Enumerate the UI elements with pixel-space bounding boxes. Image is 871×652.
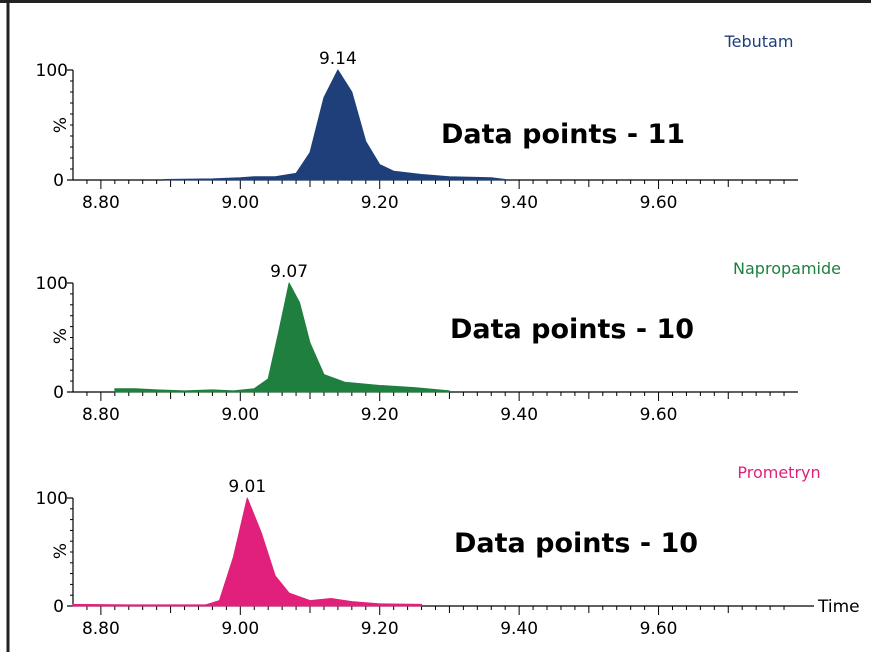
series-title: Napropamide — [733, 259, 841, 278]
peak-retention-label: 9.07 — [270, 262, 308, 282]
data-points-annotation: Data points - 10 — [454, 528, 698, 559]
chromatogram-panel-tebutam: Tebutam 100 0% 8.80 9.00 9.20 9.40 9.60 9.14 Data… — [36, 32, 798, 213]
y-axis-label: % — [51, 117, 71, 133]
x-tick-label: 9.00 — [221, 405, 259, 425]
y-tick-label-0: 0 — [53, 597, 64, 617]
x-tick-label: 9.20 — [361, 193, 399, 213]
y-tick-label-100: 100 — [36, 489, 68, 509]
peak-retention-label: 9.01 — [228, 477, 266, 497]
x-tick-label: 8.80 — [82, 405, 120, 425]
chromatogram-panel-napropamide: Napropamide 100 0% 8.80 9.00 9.20 9.40 9.60 9.07… — [36, 259, 841, 425]
x-tick-label: 9.60 — [640, 193, 678, 213]
x-tick-label: 9.20 — [361, 405, 399, 425]
y-tick-label-0: 0 — [53, 171, 64, 191]
x-tick-label: 9.60 — [640, 619, 678, 639]
x-tick-label: 9.20 — [361, 619, 399, 639]
series-title: Tebutam — [724, 32, 794, 51]
x-tick-label: 8.80 — [82, 193, 120, 213]
x-tick-label: 9.60 — [640, 405, 678, 425]
y-axis-label: % — [51, 543, 71, 559]
peak-area-tebutam — [163, 69, 506, 181]
x-tick-label: 9.40 — [500, 405, 538, 425]
x-tick-label: 9.40 — [500, 619, 538, 639]
chromatogram-panel-prometryn: Prometryn 100 0% 8.80 9.00 9.20 9.40 9.60 Time 9.… — [36, 463, 860, 639]
x-axis-label: Time — [817, 597, 860, 617]
x-tick-label: 9.40 — [500, 193, 538, 213]
series-title: Prometryn — [737, 463, 820, 482]
y-tick-label-100: 100 — [36, 274, 68, 294]
peak-area-prometryn — [72, 497, 423, 607]
y-tick-label-100: 100 — [36, 61, 68, 81]
peak-area-napropamide — [114, 282, 450, 393]
y-axis-label: % — [51, 328, 71, 344]
y-tick-label-0: 0 — [53, 383, 64, 403]
peak-retention-label: 9.14 — [319, 49, 357, 69]
data-points-annotation: Data points - 10 — [450, 314, 694, 345]
x-tick-label: 9.00 — [221, 193, 259, 213]
x-tick-label: 9.00 — [221, 619, 259, 639]
data-points-annotation: Data points - 11 — [441, 119, 685, 150]
x-tick-label: 8.80 — [82, 619, 120, 639]
